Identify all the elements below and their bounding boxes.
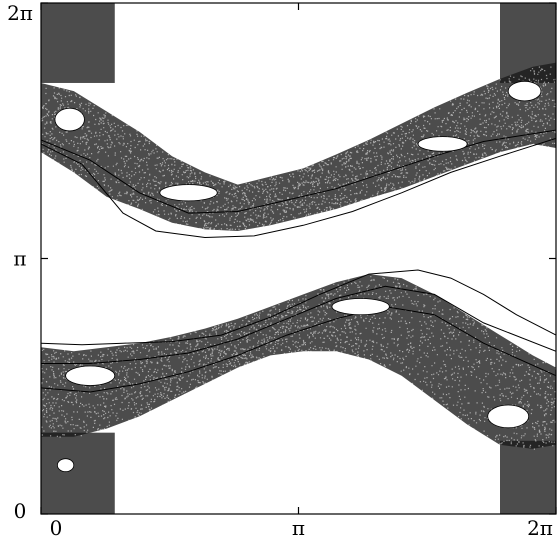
x-tick-label-0: 0 [50, 516, 63, 540]
invariant-curves-layer [41, 129, 556, 393]
scatter-points-layer [41, 66, 556, 450]
lower-inner-curve [41, 285, 556, 364]
ticks-layer: 0 π 2π 0 π 2π [7, 1, 557, 540]
island-lower-3 [487, 404, 530, 429]
bottom-right-corner [500, 440, 556, 514]
upper-chaotic-band [41, 62, 556, 231]
top-right-corner [500, 3, 556, 83]
top-left-corner [41, 3, 115, 83]
island-upper-4 [507, 80, 542, 102]
y-tick-label-1: π [13, 247, 26, 271]
upper-outer-curve [41, 137, 556, 239]
lower-chaotic-band [41, 274, 556, 449]
y-tick-label-2: 2π [7, 1, 33, 25]
island-upper-3 [54, 107, 85, 132]
lower-mid-curve [41, 306, 556, 393]
upper-inner-curve [41, 129, 556, 214]
island-upper-1 [159, 184, 218, 202]
island-upper-2 [417, 136, 468, 152]
islands-layer [54, 80, 542, 473]
island-lower-2 [331, 298, 390, 316]
chaotic-sea-points [41, 66, 556, 450]
plot-frame [40, 2, 557, 515]
bottom-left-corner [41, 432, 115, 514]
bands-layer [41, 3, 556, 514]
island-lower-4 [56, 458, 75, 473]
lower-outer-curve [41, 269, 556, 346]
y-tick-label-0: 0 [14, 499, 27, 523]
x-tick-label-2: 2π [527, 516, 553, 540]
x-tick-label-1: π [292, 516, 305, 540]
island-lower-1 [65, 365, 116, 386]
